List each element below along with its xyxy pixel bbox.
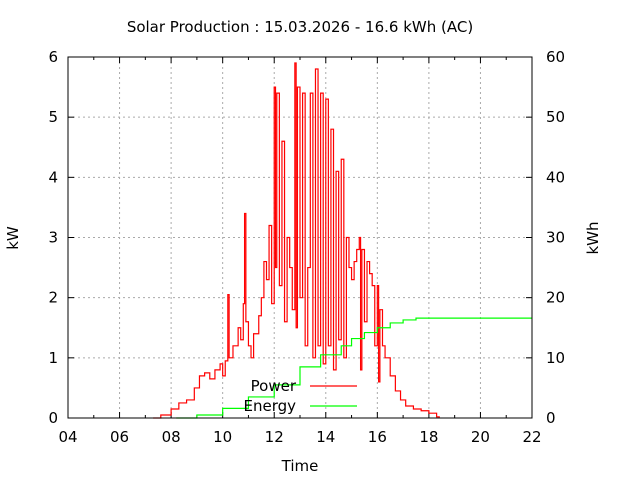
y2-tick-label: 50 (546, 108, 565, 126)
x-tick-label: 12 (265, 428, 284, 446)
y-axis-label: kW (4, 226, 22, 250)
chart-title: Solar Production : 15.03.2026 - 16.6 kWh… (127, 18, 473, 36)
x-tick-label: 16 (368, 428, 387, 446)
y-tick-label: 2 (48, 289, 58, 307)
y2-tick-label: 40 (546, 168, 565, 186)
x-tick-label: 14 (316, 428, 335, 446)
x-tick-label: 20 (471, 428, 490, 446)
plot-border (67, 56, 533, 419)
y2-tick-label: 0 (546, 409, 556, 427)
y-tick-label: 0 (48, 409, 58, 427)
x-tick-label: 04 (58, 428, 77, 446)
y2-tick-label: 10 (546, 349, 565, 367)
y-tick-label: 4 (48, 168, 58, 186)
legend-label-energy: Energy (243, 397, 296, 415)
y2-tick-label: 20 (546, 289, 565, 307)
y-tick-label: 5 (48, 108, 58, 126)
legend-label-power: Power (251, 377, 297, 395)
x-tick-label: 18 (419, 428, 438, 446)
legend: Power Energy (243, 377, 357, 415)
y2-axis-label: kWh (584, 221, 602, 254)
y-tick-label: 6 (48, 48, 58, 66)
x-tick-label: 08 (162, 428, 181, 446)
y-tick-label: 3 (48, 229, 58, 247)
x-tick-label: 06 (110, 428, 129, 446)
x-axis-label: Time (281, 457, 319, 475)
x-tick-label: 22 (522, 428, 541, 446)
y2-tick-label: 60 (546, 48, 565, 66)
power-series-line (153, 62, 440, 419)
energy-series-line (176, 317, 532, 419)
y2-tick-label: 30 (546, 229, 565, 247)
y-tick-label: 1 (48, 349, 58, 367)
x-tick-label: 10 (213, 428, 232, 446)
